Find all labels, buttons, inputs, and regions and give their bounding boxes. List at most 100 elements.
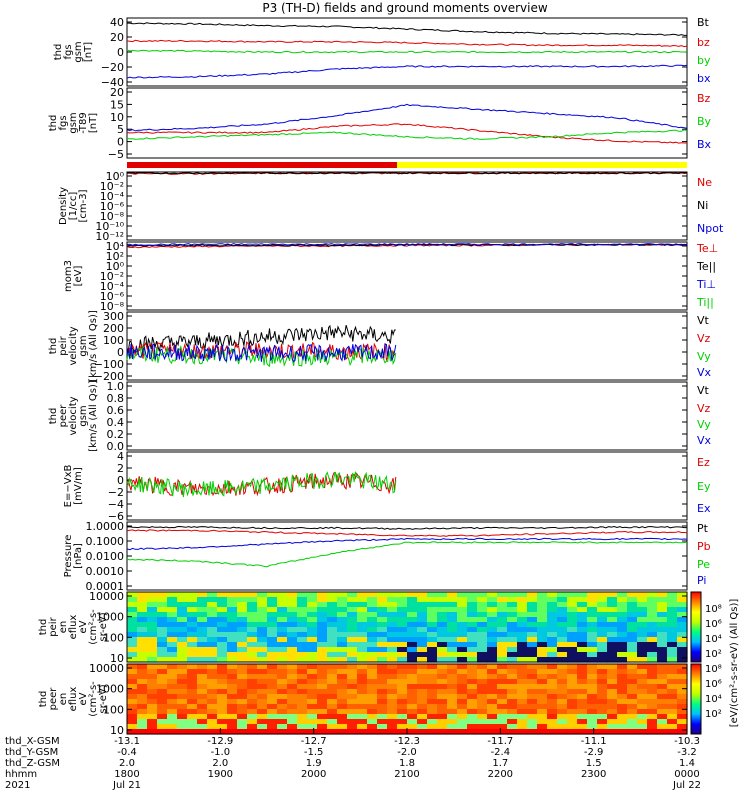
spectrogram-cell bbox=[657, 617, 668, 623]
spectrogram-cell bbox=[217, 597, 228, 603]
spectrogram-cell bbox=[207, 607, 218, 613]
spectrogram-cell bbox=[317, 592, 328, 598]
spectrogram-cell bbox=[617, 647, 628, 653]
spectrogram-cell bbox=[487, 607, 498, 613]
spectrogram-cell bbox=[527, 657, 538, 663]
spectrogram-cell bbox=[487, 679, 498, 685]
spectrogram-cell bbox=[657, 694, 668, 700]
y-axis-label-line: thd bbox=[48, 115, 59, 132]
spectrogram-cell bbox=[577, 607, 588, 613]
spectrogram-cell bbox=[587, 674, 598, 680]
spectrogram-cell bbox=[627, 709, 638, 715]
spectrogram-cell bbox=[607, 632, 618, 638]
spectrogram-cell bbox=[187, 627, 198, 633]
spectrogram-cell bbox=[477, 607, 488, 613]
spectrogram-cell bbox=[257, 679, 268, 685]
spectrogram-cell bbox=[267, 664, 278, 670]
spectrogram-cell bbox=[137, 597, 148, 603]
spectrogram-cell bbox=[307, 627, 318, 633]
spectrogram-cell bbox=[537, 669, 548, 675]
spectrogram-cell bbox=[497, 674, 508, 680]
spectrogram-cell bbox=[677, 719, 688, 725]
legend-Npot: Npot bbox=[697, 222, 724, 235]
spectrogram-cell bbox=[637, 679, 648, 685]
spectrogram-cell bbox=[667, 719, 678, 725]
spectrogram-cell bbox=[417, 699, 428, 705]
spectrogram-cell bbox=[627, 684, 638, 690]
spectrogram-cell bbox=[657, 709, 668, 715]
spectrogram-cell bbox=[337, 602, 348, 608]
spectrogram-cell bbox=[197, 607, 208, 613]
spectrogram-cell bbox=[307, 617, 318, 623]
spectrogram-cell bbox=[627, 714, 638, 720]
legend-Ey: Ey bbox=[697, 480, 711, 493]
spectrogram-cell bbox=[267, 627, 278, 633]
spectrogram-cell bbox=[577, 637, 588, 643]
spectrogram-cell bbox=[547, 689, 558, 695]
spectrogram-cell bbox=[677, 694, 688, 700]
spectrogram-cell bbox=[297, 684, 308, 690]
spectrogram-cell bbox=[307, 657, 318, 663]
y-axis-label-line: en bbox=[58, 621, 69, 634]
spectrogram-cell bbox=[237, 652, 248, 658]
spectrogram-cell bbox=[577, 704, 588, 710]
spectrogram-cell bbox=[617, 674, 628, 680]
spectrogram-cell bbox=[137, 674, 148, 680]
spectrogram-cell bbox=[127, 657, 138, 663]
spectrogram-cell bbox=[577, 724, 588, 730]
spectrogram-cell bbox=[487, 602, 498, 608]
spectrogram-cell bbox=[457, 642, 468, 648]
spectrogram-cell bbox=[217, 632, 228, 638]
spectrogram-cell bbox=[287, 597, 298, 603]
spectrogram-cell bbox=[217, 709, 228, 715]
spectrogram-cell bbox=[197, 724, 208, 730]
panel-frame bbox=[126, 311, 688, 381]
legend-bx: bx bbox=[697, 72, 711, 85]
spectrogram-cell bbox=[177, 602, 188, 608]
spectrogram-cell bbox=[407, 657, 418, 663]
spectrogram-cell bbox=[627, 602, 638, 608]
spectrogram-cell bbox=[297, 709, 308, 715]
spectrogram-cell bbox=[617, 719, 628, 725]
spectrogram-cell bbox=[477, 597, 488, 603]
spectrogram-cell bbox=[237, 704, 248, 710]
spectrogram-cell bbox=[487, 592, 498, 598]
spectrogram-cell bbox=[357, 694, 368, 700]
spectrogram-cell bbox=[537, 674, 548, 680]
spectrogram-cell bbox=[677, 684, 688, 690]
spectrogram-cell bbox=[517, 674, 528, 680]
spectrogram-cell bbox=[557, 684, 568, 690]
spectrogram-cell bbox=[277, 632, 288, 638]
spectrogram-cell bbox=[267, 617, 278, 623]
spectrogram-cell bbox=[627, 592, 638, 598]
spectrogram-cell bbox=[507, 607, 518, 613]
legend-Ti: Ti⊥ bbox=[696, 278, 716, 291]
spectrogram-cell bbox=[197, 602, 208, 608]
spectrogram-cell bbox=[137, 607, 148, 613]
spectrogram-cell bbox=[407, 709, 418, 715]
spectrogram-cell bbox=[557, 592, 568, 598]
spectrogram-cell bbox=[257, 719, 268, 725]
spectrogram-cell bbox=[617, 714, 628, 720]
spectrogram-cell bbox=[637, 709, 648, 715]
spectrogram-cell bbox=[157, 627, 168, 633]
spectrogram-cell bbox=[497, 694, 508, 700]
spectrogram-cell bbox=[307, 642, 318, 648]
spectrogram-cell bbox=[637, 607, 648, 613]
spectrogram-cell bbox=[477, 652, 488, 658]
spectrogram-cell bbox=[147, 612, 158, 618]
spectrogram-cell bbox=[657, 622, 668, 628]
spectrogram-cell bbox=[397, 709, 408, 715]
spectrogram-cell bbox=[517, 699, 528, 705]
spectrogram-cell bbox=[297, 669, 308, 675]
spectrogram-cell bbox=[617, 652, 628, 658]
spectrogram-cell bbox=[677, 674, 688, 680]
spectrogram-cell bbox=[537, 694, 548, 700]
spectrogram-cell bbox=[307, 714, 318, 720]
y-axis-label-line: gsm bbox=[73, 41, 84, 62]
spectrogram-cell bbox=[367, 607, 378, 613]
spectrogram-cell bbox=[377, 719, 388, 725]
spectrogram-cell bbox=[487, 622, 498, 628]
spectrogram-cell bbox=[317, 714, 328, 720]
spectrogram-cell bbox=[517, 724, 528, 730]
